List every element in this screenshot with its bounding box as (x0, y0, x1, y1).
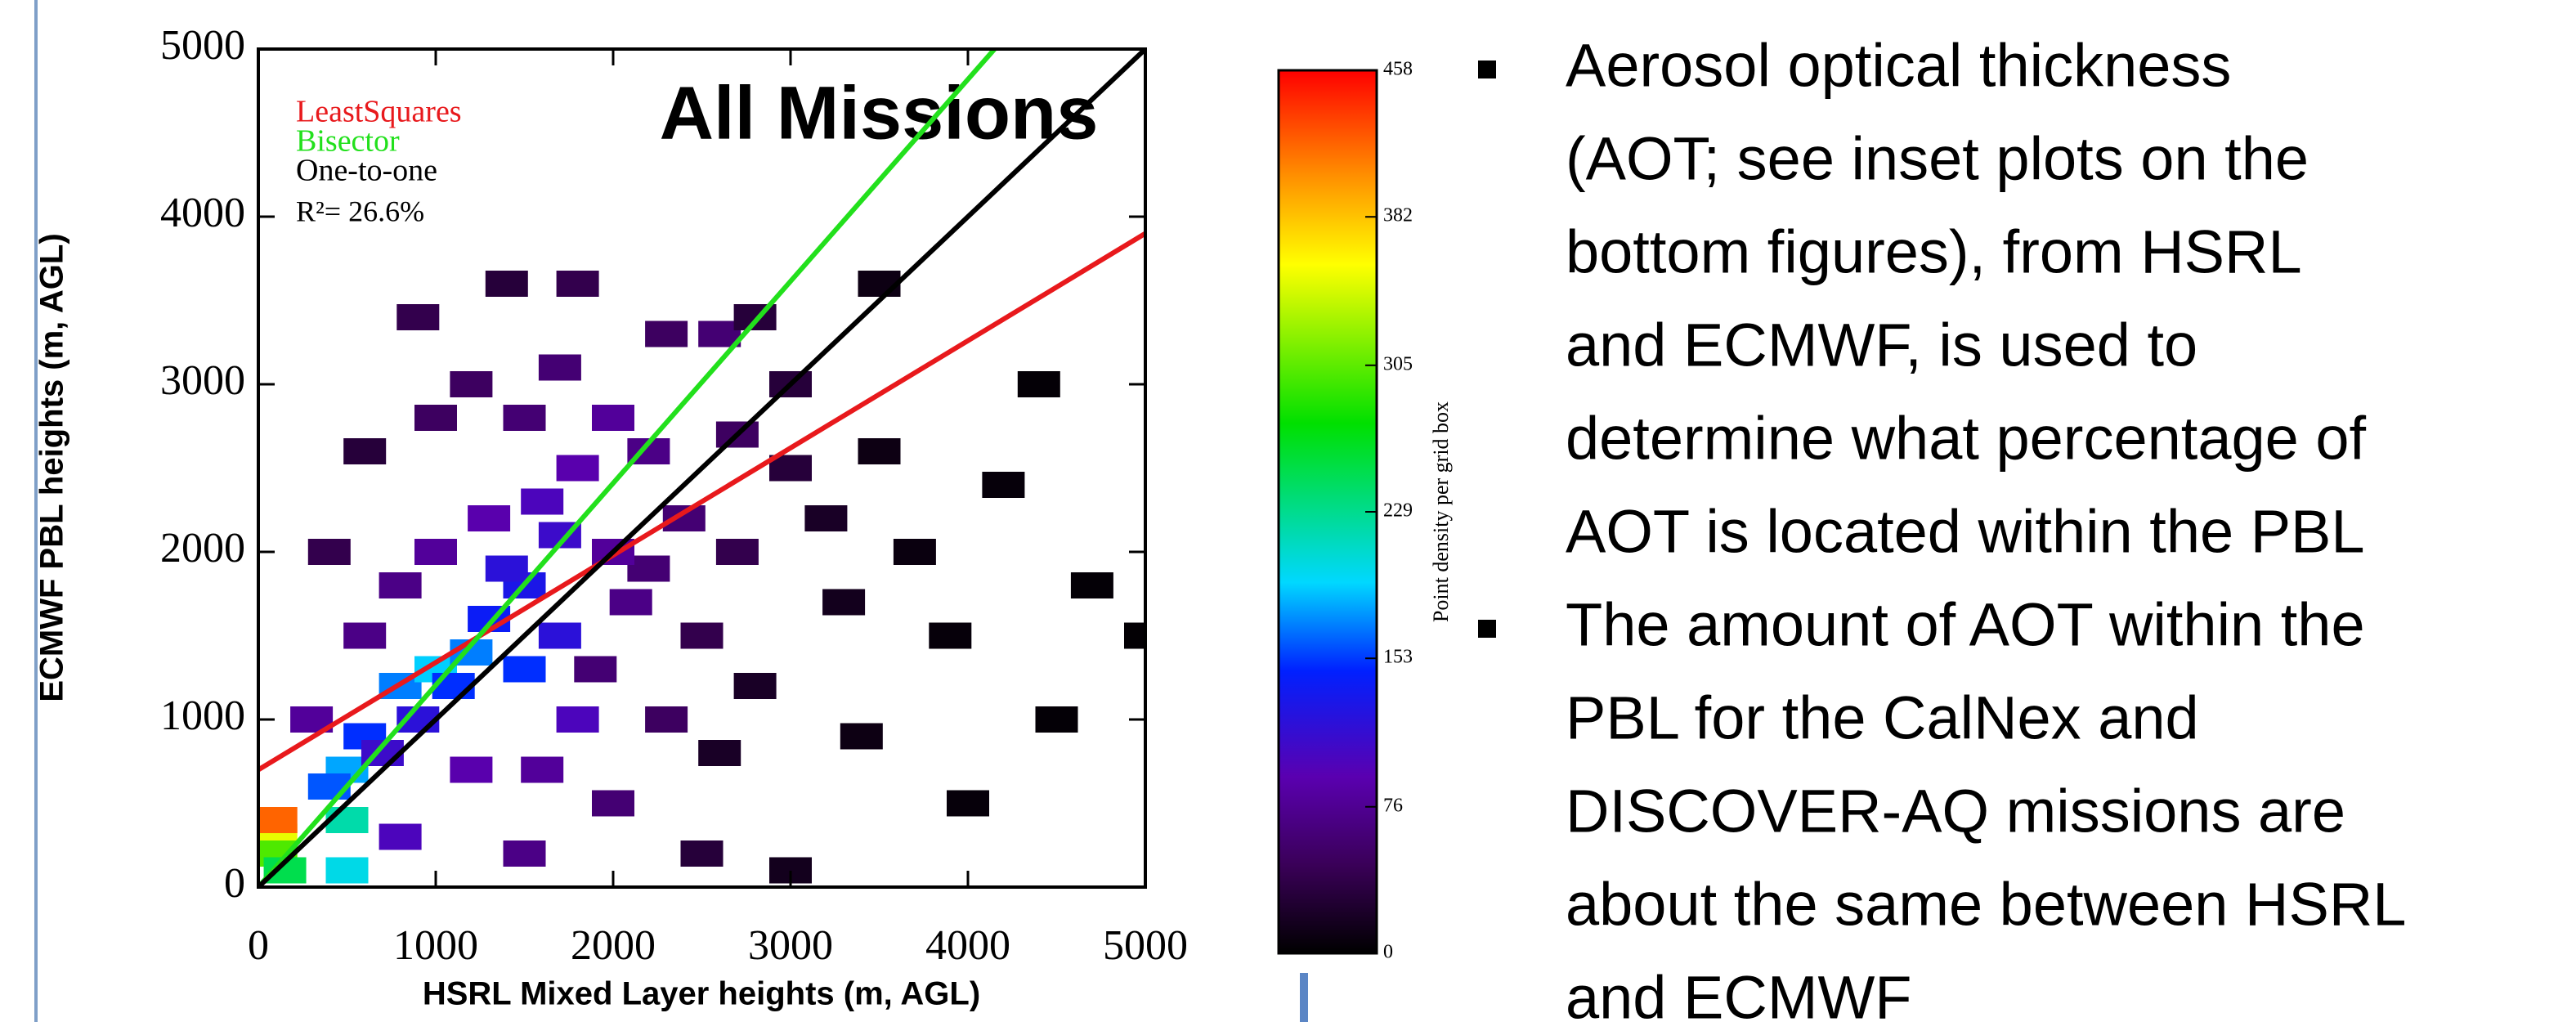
bullet-text: DISCOVER-AQ missions are (1566, 778, 2345, 845)
bullet-text: determine what percentage of (1566, 405, 2366, 473)
density-cell (662, 505, 706, 531)
density-cell (698, 740, 741, 766)
x-tick-label: 0 (248, 922, 269, 969)
bullet-text: about the same between HSRL (1566, 871, 2406, 939)
x-tick-label: 3000 (748, 922, 833, 969)
density-cell (1124, 622, 1145, 649)
density-cell (325, 857, 369, 884)
bullet-text: and ECMWF (1566, 964, 1912, 1022)
y-tick-label: 5000 (160, 22, 245, 69)
density-cell (414, 539, 457, 565)
y-tick-label: 2000 (160, 525, 245, 572)
bullet-text: PBL for the CalNex and (1566, 684, 2199, 752)
density-cell (680, 622, 724, 649)
fit-line (258, 231, 1145, 773)
density-cell (343, 438, 387, 464)
y-tick-label: 4000 (160, 190, 245, 236)
bullet-text: and ECMWF, is used to (1566, 312, 2197, 379)
density-cell (1070, 572, 1113, 598)
density-cell (947, 790, 989, 817)
decor-bar (1300, 973, 1308, 1022)
density-cell (627, 555, 670, 582)
density-cell (538, 354, 581, 381)
density-cell (840, 723, 883, 750)
density-cell (929, 622, 972, 649)
colorbar (1277, 69, 1378, 955)
bullet-text: Aerosol optical thickness (1566, 32, 2231, 100)
density-cell (503, 840, 546, 867)
density-cell (379, 823, 422, 850)
colorbar-tick-label: 76 (1383, 795, 1403, 816)
density-cell (609, 589, 652, 616)
density-cell (343, 622, 387, 649)
plot-area (258, 49, 1145, 887)
x-axis-title: HSRL Mixed Layer heights (m, AGL) (423, 976, 980, 1012)
y-axis-title: ECMWF PBL heights (m, AGL) (34, 233, 70, 702)
density-cell (858, 438, 901, 464)
legend-entry: LeastSquares (296, 95, 462, 129)
density-cell (503, 405, 546, 431)
colorbar-tick-label: 229 (1383, 500, 1413, 522)
density-cell (450, 756, 493, 783)
x-tick-label: 2000 (571, 922, 656, 969)
annotation: R²= 26.6% (296, 195, 424, 227)
plot-frame (257, 47, 1147, 889)
density-cell (804, 505, 848, 531)
density-cell (645, 320, 688, 347)
bullet-text: The amount of AOT within the (1566, 591, 2365, 659)
density-cell (822, 589, 866, 616)
density-cell (379, 572, 422, 598)
density-cell (556, 706, 599, 733)
density-cell (715, 539, 759, 565)
density-cell (396, 304, 440, 330)
fit-line (258, 49, 997, 887)
density-cell (307, 539, 351, 565)
x-tick-label: 1000 (393, 922, 478, 969)
colorbar-tick-label: 153 (1383, 647, 1413, 668)
y-tick-label: 1000 (160, 693, 245, 739)
density-cell (485, 555, 528, 582)
density-cell (680, 840, 724, 867)
density-cell (1035, 706, 1078, 733)
colorbar-tick-label: 458 (1383, 59, 1413, 80)
density-cell (468, 505, 511, 531)
y-tick-label: 3000 (160, 357, 245, 404)
bullet-marker (1478, 620, 1496, 638)
density-cell (556, 455, 599, 482)
density-cell (592, 790, 634, 817)
density-cell (258, 807, 298, 833)
colorbar-tick-label: 382 (1383, 205, 1413, 226)
density-cell (556, 271, 599, 297)
fit-line (258, 49, 1145, 887)
bullet-text: AOT is located within the PBL (1566, 498, 2365, 566)
density-cell (592, 405, 634, 431)
x-tick-label: 5000 (1103, 922, 1188, 969)
chart-title: All Missions (660, 71, 1099, 155)
density-cell (645, 706, 688, 733)
density-cell (538, 622, 581, 649)
legend-entry: One-to-one (296, 154, 437, 188)
y-tick-label: 0 (224, 860, 245, 907)
legend-entry: Bisector (296, 124, 400, 159)
density-cell (982, 472, 1025, 498)
colorbar-tick-label: 0 (1383, 942, 1393, 963)
x-tick-label: 4000 (925, 922, 1010, 969)
bullet-text: (AOT; see inset plots on the (1566, 125, 2309, 193)
density-cell (485, 271, 528, 297)
density-cell (733, 673, 777, 699)
bullet-text: bottom figures), from HSRL (1566, 218, 2302, 286)
density-cell (1017, 371, 1060, 397)
density-cell (503, 656, 546, 683)
bullet-marker (1478, 61, 1496, 78)
density-cell (893, 539, 936, 565)
colorbar-tick-label: 305 (1383, 353, 1413, 374)
density-cell (450, 371, 493, 397)
colorbar-label: Point density per grid box (1429, 401, 1453, 622)
density-cell (414, 405, 457, 431)
density-cell (521, 488, 564, 515)
density-cell (574, 656, 617, 683)
density-cell (521, 756, 564, 783)
